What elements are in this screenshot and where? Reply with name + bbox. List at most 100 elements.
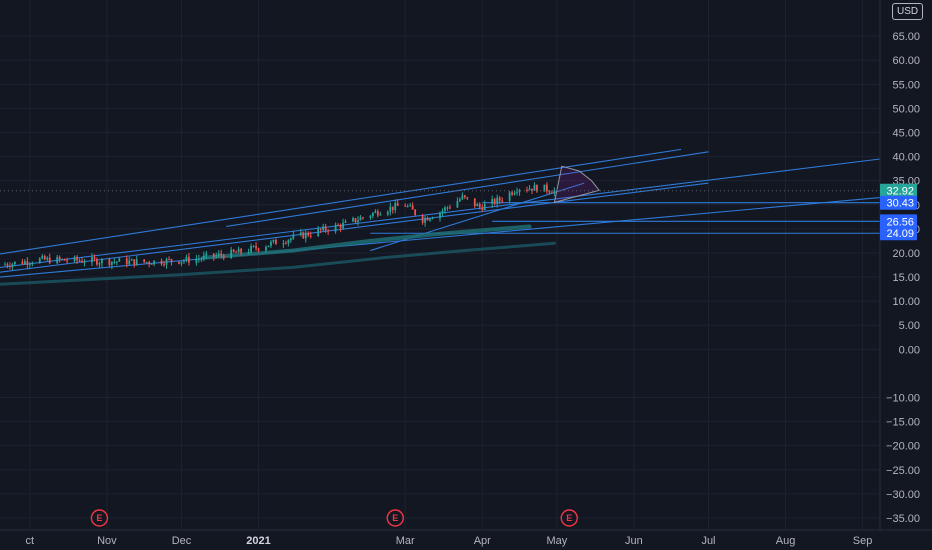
candle-body	[299, 232, 302, 235]
trendline[interactable]	[0, 148, 682, 255]
price-badge-label: 24.09	[886, 228, 914, 240]
candle-body	[317, 229, 320, 236]
candle-body	[46, 257, 49, 260]
x-tick-label: Jul	[701, 535, 715, 547]
candle-body	[66, 260, 69, 262]
candle-body	[14, 261, 16, 265]
candle-body	[188, 256, 190, 263]
candle-body	[58, 257, 61, 260]
candle-body	[376, 211, 379, 216]
candle-body	[220, 253, 223, 256]
candle-body	[93, 257, 96, 259]
candle-body	[498, 197, 501, 201]
candle-body	[449, 207, 451, 209]
candle-body	[342, 222, 344, 229]
earnings-marker-icon[interactable]	[90, 509, 109, 527]
candle-body	[354, 218, 357, 223]
trendline[interactable]	[0, 182, 709, 273]
candle-body	[125, 258, 128, 265]
candle-body	[543, 184, 546, 192]
candle-body	[240, 248, 243, 253]
candle-body	[324, 226, 327, 231]
candle-body	[275, 239, 277, 245]
trendline[interactable]	[0, 196, 881, 278]
candle-body	[304, 232, 307, 239]
candle-body	[235, 251, 238, 253]
y-tick-label: 20.00	[892, 248, 920, 260]
earnings-marker-label: E	[392, 513, 398, 523]
price-scale-panel[interactable]	[880, 0, 932, 530]
candle-body	[404, 205, 407, 207]
y-tick-label: 40.00	[892, 152, 920, 164]
projection-wedge-shape[interactable]	[553, 165, 600, 204]
candle-body	[424, 217, 426, 223]
candle-body	[528, 188, 531, 190]
candles	[4, 182, 556, 271]
earnings-marker-icon[interactable]	[386, 509, 404, 527]
x-tick-label: Nov	[97, 535, 117, 547]
candle-body	[23, 261, 26, 265]
candle-body	[496, 197, 499, 204]
y-tick-label: 15.00	[892, 272, 920, 284]
moving-average-line	[201, 224, 532, 260]
candle-body	[4, 264, 6, 266]
candle-body	[26, 261, 29, 265]
candle-body	[431, 218, 434, 220]
candle-body	[232, 249, 235, 252]
candle-body	[28, 263, 31, 265]
earnings-marker-label: E	[566, 513, 572, 523]
candle-body	[339, 225, 342, 229]
x-tick-label: Apr	[474, 535, 491, 547]
candle-body	[289, 238, 292, 241]
candle-body	[78, 260, 81, 262]
candle-body	[391, 206, 394, 211]
candle-body	[344, 221, 347, 223]
candle-body	[327, 230, 330, 232]
candle-body	[222, 255, 225, 259]
candle-body	[414, 209, 417, 215]
y-tick-label: −10.00	[886, 393, 920, 405]
candle-body	[165, 259, 168, 265]
y-tick-label: 10.00	[892, 296, 920, 308]
candle-body	[334, 224, 337, 232]
candle-body	[110, 261, 113, 266]
candle-body	[130, 259, 133, 261]
candle-body	[160, 260, 163, 265]
candle-body	[217, 253, 220, 256]
y-tick-label: −30.00	[886, 489, 920, 501]
candle-body	[374, 211, 377, 213]
candle-body	[230, 249, 233, 259]
candle-body	[83, 262, 86, 264]
trendline[interactable]	[226, 151, 709, 227]
earnings-marker-icon[interactable]	[560, 509, 578, 527]
candle-body	[508, 192, 511, 201]
candle-body	[516, 191, 518, 193]
candle-body	[441, 210, 444, 213]
candle-body	[553, 190, 556, 194]
candle-body	[359, 217, 362, 221]
candle-body	[153, 260, 156, 265]
candle-body	[180, 261, 183, 264]
candle-body	[282, 243, 285, 245]
trendline[interactable]	[370, 182, 585, 252]
candle-body	[319, 229, 322, 231]
projection-wedge[interactable]	[553, 165, 600, 204]
candle-body	[309, 235, 312, 237]
y-tick-label: 50.00	[892, 103, 920, 115]
candle-body	[533, 185, 536, 191]
candle-body	[237, 248, 240, 253]
candle-body	[113, 261, 116, 263]
currency-label[interactable]: USD	[892, 3, 924, 20]
x-tick-label: 2021	[246, 535, 270, 547]
candle-body	[170, 259, 173, 262]
candle-body	[473, 198, 476, 207]
x-tick-label: ct	[26, 535, 35, 547]
candle-body	[284, 243, 287, 245]
candle-body	[409, 205, 412, 207]
price-badge	[880, 214, 917, 229]
price-badge	[880, 226, 917, 241]
candle-body	[371, 212, 374, 216]
